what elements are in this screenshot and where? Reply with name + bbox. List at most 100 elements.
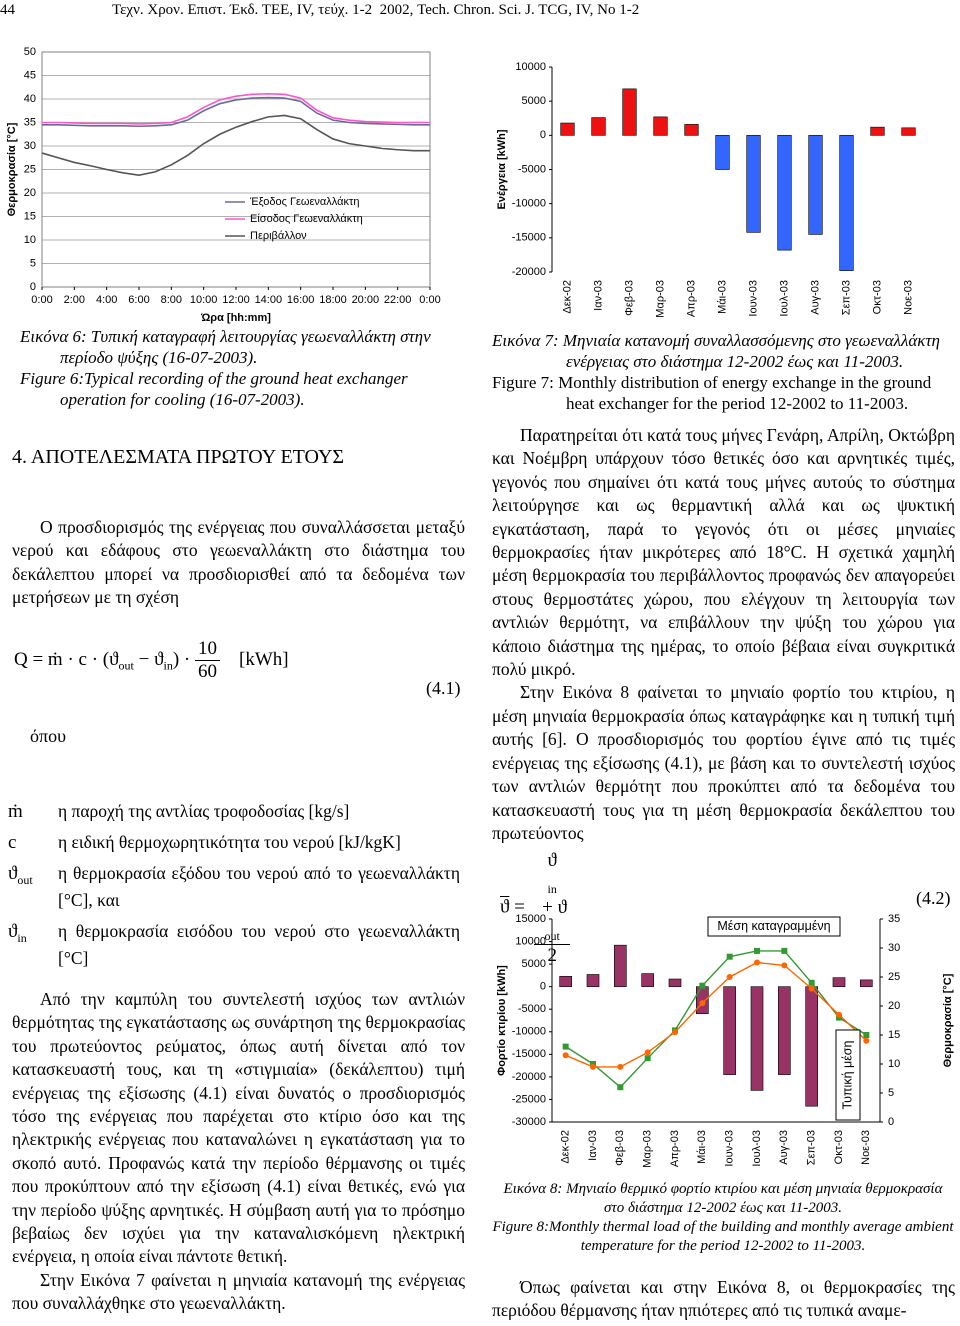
bar	[832, 977, 846, 987]
bar	[668, 978, 682, 987]
paragraph: Στην Εικόνα 8 φαίνεται το μηνιαίο φορτίο…	[492, 682, 955, 843]
x-tick-label: 2:00	[64, 294, 85, 306]
definition-symbol: c	[8, 829, 58, 856]
eq-sub: in	[163, 658, 173, 673]
x-tick-label: Δεκ-02	[561, 280, 573, 314]
point	[699, 982, 706, 989]
x-tick-label: 4:00	[96, 294, 117, 306]
paragraph: Από την καμπύλη του συντελεστή ισχύος τω…	[12, 989, 465, 1267]
annotation-box	[835, 1029, 861, 1121]
eq-den: 2	[547, 944, 557, 966]
y-axis-title: Φορτίο κτιρίου [kWh]	[496, 965, 508, 1076]
series-line	[42, 93, 430, 125]
point	[863, 1037, 870, 1044]
text-block: Ο προσδιορισμός της ενέργειας που συναλλ…	[12, 516, 465, 610]
bar	[750, 986, 764, 1091]
bar	[808, 135, 823, 235]
caption-greek: Εικόνα 7: Μηνιαία κατανομή συναλλασσόμεν…	[492, 331, 940, 371]
text-block: Παρατηρείται ότι κατά τους μήνες Γενάρη,…	[492, 424, 955, 845]
y-tick-label: 0	[540, 981, 546, 993]
y-tick-label: 20	[24, 187, 36, 199]
x-tick-label: Απρ-03	[669, 1130, 681, 1167]
x-tick-label: Αυγ-03	[778, 1130, 790, 1165]
point	[754, 947, 760, 954]
y2-tick-label: 10	[888, 1058, 900, 1070]
eq-unit: [kWh]	[239, 648, 289, 670]
eq-fraction: ϑ in + ϑ out 2	[534, 850, 571, 967]
eq-part: Q = ṁ · c · (ϑ	[14, 648, 119, 670]
y-tick-label: 50	[24, 46, 36, 58]
x-axis-title: Ώρα [hh:mm]	[200, 312, 271, 324]
figure-8-caption: Εικόνα 8: Μηνιαίο θερμικό φορτίο κτιρίου…	[492, 1180, 954, 1256]
point	[672, 1029, 678, 1036]
page-number: 44	[0, 2, 15, 18]
x-tick-label: Σεπ-03	[840, 280, 852, 315]
definition-text: η ειδική θερμοχωρητικότητα του νερού [kJ…	[58, 832, 401, 852]
eq-sub: in	[547, 881, 557, 896]
bar	[805, 986, 818, 1107]
point	[617, 1063, 624, 1070]
y-tick-label: 15000	[515, 913, 546, 925]
x-tick-label: Ιουλ-03	[751, 1130, 763, 1167]
y-tick-label: 25	[24, 163, 36, 175]
definition-text: η παροχή της αντλίας τροφοδοσίας [kg/s]	[58, 801, 350, 821]
annotation-label: Τυπική μέση	[840, 1040, 854, 1109]
y-axis-title: Θερμοκρασία [°C]	[6, 122, 18, 216]
x-tick-label: 12:00	[222, 294, 250, 306]
paragraph: Ο προσδιορισμός της ενέργειας που συναλλ…	[12, 517, 465, 608]
x-tick-label: 10:00	[190, 294, 218, 306]
x-tick-label: Νοε-03	[902, 280, 914, 315]
y-tick-label: 35	[24, 116, 36, 128]
legend-label: Είσοδος Γεωεναλλάκτη	[250, 213, 363, 225]
x-tick-label: Μαρ-03	[654, 280, 666, 318]
eq-num: ϑ in + ϑ out	[534, 850, 571, 945]
eq-sub: out	[118, 658, 134, 673]
y2-tick-label: 0	[888, 1116, 894, 1128]
series-line	[565, 950, 867, 1089]
x-tick-label: Ιαν-03	[587, 1130, 599, 1161]
point	[617, 1084, 624, 1091]
point	[644, 1049, 651, 1056]
caption-english: Figure 6:Typical recording of the ground…	[20, 369, 408, 409]
definitions: ṁ η παροχή της αντλίας τροφοδοσίας [kg/s]…	[8, 798, 460, 972]
point	[781, 947, 788, 954]
x-tick-label: Απρ-03	[685, 280, 697, 317]
y-tick-label: -20000	[512, 266, 546, 278]
y-tick-label: 10	[24, 234, 36, 246]
text-block: Όπως φαίνεται και στην Εικόνα 8, οι θερμ…	[492, 1276, 955, 1323]
symbol: ṁ	[8, 801, 23, 822]
y2-axis-title: Θερμοκρασία [°C]	[942, 973, 954, 1067]
point	[590, 1063, 596, 1070]
caption-greek: Εικόνα 6: Τυπική καταγραφή λειτουργίας γ…	[20, 327, 431, 367]
bar	[839, 135, 854, 271]
annotation-label: Μέση καταγραμμένη	[717, 919, 830, 933]
eq-part: ϑ	[547, 850, 557, 871]
point	[754, 959, 760, 966]
eq-part: ) ·	[172, 648, 191, 670]
y-tick-label: -20000	[512, 1071, 546, 1083]
x-tick-label: Αυγ-03	[809, 280, 821, 315]
figure-7-caption: Εικόνα 7: Μηνιαία κατανομή συναλλασσόμεν…	[492, 330, 952, 414]
y-tick-label: 5000	[522, 958, 546, 970]
definition-text: η θερμοκρασία εισόδου του νερού στο γεωε…	[58, 921, 460, 968]
caption-english: Figure 8:Monthly thermal load of the bui…	[492, 1219, 954, 1254]
y-tick-label: 30	[24, 140, 36, 152]
x-tick-label: 18:00	[319, 294, 347, 306]
paragraph: Όπως φαίνεται και στην Εικόνα 8, οι θερμ…	[492, 1277, 955, 1321]
x-tick-label: 0:00	[31, 294, 52, 306]
y-tick-label: -10000	[512, 198, 546, 210]
x-tick-label: 16:00	[287, 294, 315, 306]
definition-symbol: ṁ	[8, 798, 58, 825]
x-tick-label: 22:00	[384, 294, 412, 306]
eq-part: + ϑ	[537, 896, 568, 918]
x-tick-label: Μάι-03	[696, 1130, 708, 1164]
point	[808, 985, 815, 992]
x-tick-label: 20:00	[352, 294, 380, 306]
text-block: Από την καμπύλη του συντελεστή ισχύος τω…	[12, 988, 465, 1316]
y2-tick-label: 30	[888, 942, 900, 954]
bar	[622, 88, 637, 136]
x-tick-label: Νοε-03	[860, 1130, 872, 1165]
x-tick-label: Δεκ-02	[560, 1130, 572, 1164]
y-tick-label: 0	[30, 281, 36, 293]
equation-number: (4.1)	[426, 678, 461, 698]
